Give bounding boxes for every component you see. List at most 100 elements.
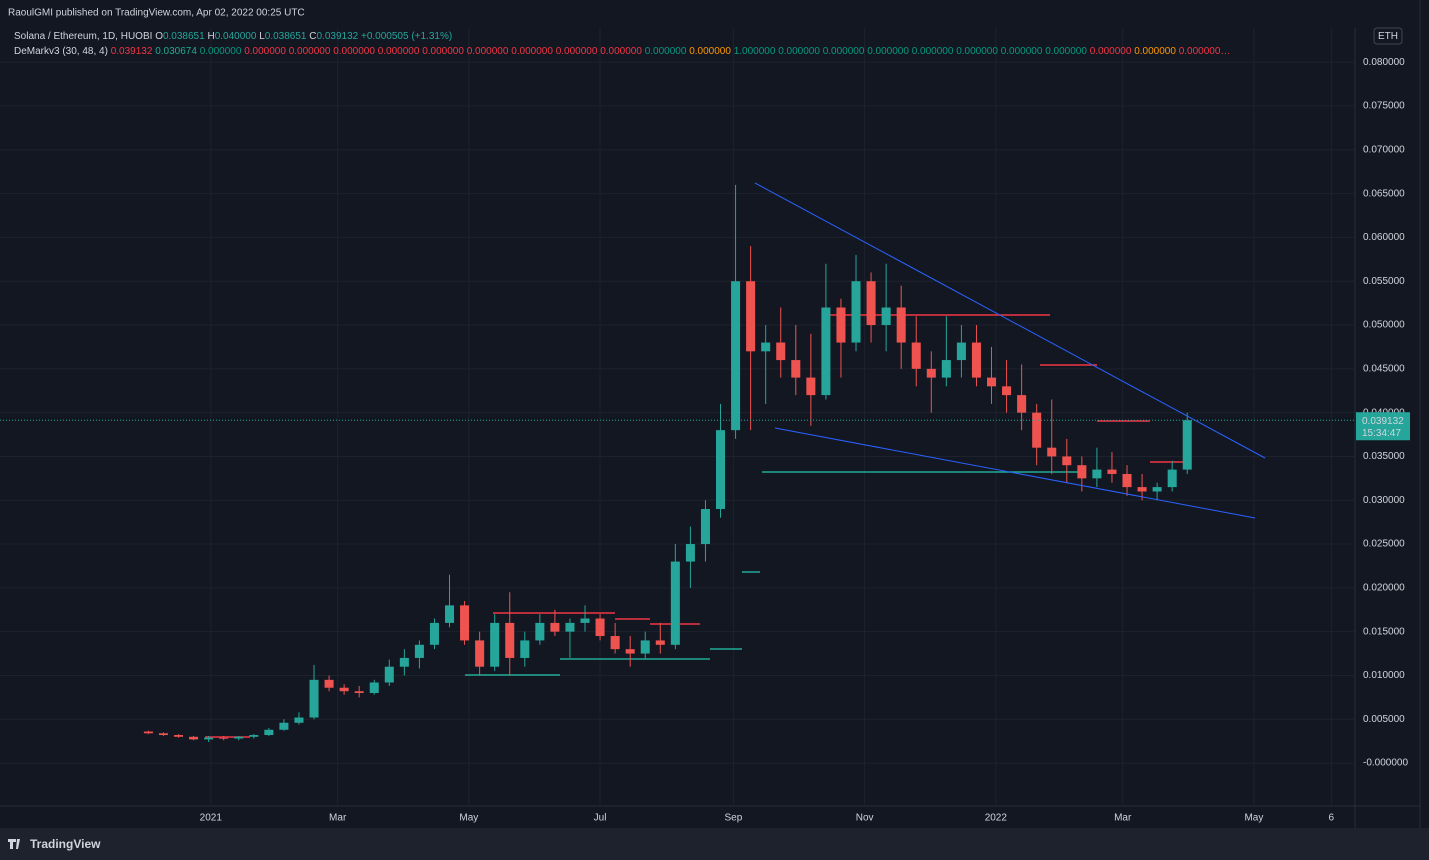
change: +0.000505 (+1.31%)	[361, 31, 452, 42]
indicator-value: 0.000000	[600, 46, 642, 57]
indicator-value: 0.000000	[422, 46, 464, 57]
candle-body	[444, 605, 455, 623]
candle-body	[1107, 469, 1117, 474]
price-badge	[1356, 412, 1410, 441]
indicator-value: 0.000000	[823, 46, 865, 57]
candle-body	[746, 281, 756, 352]
candle-body	[610, 636, 620, 650]
candle-body	[655, 640, 665, 645]
candle-body	[460, 605, 470, 641]
x-tick-label: Jul	[594, 813, 607, 824]
y-tick-label: 0.035000	[1363, 451, 1405, 462]
ohlc-value: 0.040000	[215, 31, 257, 42]
x-tick-label: 6	[1329, 813, 1335, 824]
x-tick-label: Sep	[725, 813, 743, 824]
candle-body	[414, 644, 424, 658]
candle-body	[565, 622, 575, 632]
currency-button[interactable]	[1373, 27, 1403, 45]
candle-body	[354, 691, 364, 693]
y-tick-label: 0.030000	[1363, 495, 1405, 506]
candle-body	[1002, 386, 1012, 396]
indicator-value: 0.030674	[155, 46, 197, 57]
candle-body	[866, 281, 876, 326]
candle-body	[821, 307, 831, 396]
candle-body	[1122, 473, 1132, 488]
x-tick-label: 2021	[200, 813, 223, 824]
candle-body	[505, 622, 515, 658]
indicator-value: 0.000000	[956, 46, 998, 57]
candle-body	[550, 622, 560, 632]
candle-body	[535, 622, 545, 641]
candle-body	[1017, 395, 1027, 413]
indicator-value: 0.000000	[244, 46, 286, 57]
indicator-value: 0.000000	[1001, 46, 1043, 57]
indicator-value: 0.000000	[1045, 46, 1087, 57]
indicator-value: 0.000000	[556, 46, 598, 57]
ohlc-label: C	[309, 31, 316, 42]
candle-body	[580, 618, 590, 623]
indicator-value: 0.039132	[111, 46, 153, 57]
indicator-value: 0.000000	[1134, 46, 1176, 57]
candle-body	[971, 342, 981, 378]
candle-body	[204, 737, 214, 740]
indicator-value: 1.000000	[734, 46, 776, 57]
candle-body	[369, 682, 379, 693]
y-tick-label: 0.020000	[1363, 582, 1405, 593]
x-tick-label: Nov	[856, 813, 874, 824]
candle-body	[189, 736, 199, 740]
candle-body	[1152, 487, 1162, 492]
brand: TradingView	[30, 837, 101, 851]
ohlc-label: L	[259, 31, 265, 42]
candle-body	[490, 622, 500, 667]
candle-body	[1167, 469, 1177, 488]
ohlc-value: 0.038651	[163, 31, 205, 42]
candle-body	[219, 737, 229, 739]
candle-body	[761, 342, 771, 352]
price-badge-label: 0.039132	[1362, 416, 1404, 427]
candle-body	[625, 649, 635, 654]
candle-body	[700, 509, 710, 545]
indicator-header: DeMarkv3 (30, 48, 4) 0.039132 0.030674 0…	[14, 46, 1230, 57]
indicator-value: 0.000000	[689, 46, 731, 57]
candle-body	[173, 735, 184, 737]
candle-body	[384, 666, 394, 683]
candle-body	[911, 342, 921, 369]
candle-body	[1092, 469, 1102, 479]
brand-logo	[8, 839, 20, 849]
indicator-name: DeMarkv3 (30, 48, 4)	[14, 46, 108, 57]
indicator-value: 0.000000	[511, 46, 553, 57]
candle-body	[640, 640, 650, 654]
candles	[143, 184, 1192, 743]
candle-body	[896, 307, 906, 343]
candle-body	[339, 687, 349, 692]
candle-body	[1032, 412, 1042, 448]
y-tick-label: -0.000000	[1363, 758, 1408, 769]
candle-body	[941, 360, 951, 378]
indicator-value: 0.000000	[645, 46, 687, 57]
ohlc-label: H	[207, 31, 214, 42]
indicator-value: 0.000000…	[1179, 46, 1231, 57]
candle-body	[776, 342, 786, 361]
demark-levels	[205, 314, 1185, 738]
trendlines	[754, 182, 1266, 519]
ohlc-value: 0.038651	[265, 31, 307, 42]
candle-body	[309, 679, 319, 718]
currency-button-label[interactable]: ETH	[1378, 31, 1398, 42]
y-tick-label: 0.010000	[1363, 670, 1405, 681]
indicator-value: 0.000000	[778, 46, 820, 57]
indicator-value: 0.000000	[289, 46, 331, 57]
candle-body	[399, 657, 409, 667]
indicator-value: 0.000000	[378, 46, 420, 57]
y-tick-label: 0.055000	[1363, 276, 1405, 287]
candle-body	[791, 360, 801, 378]
countdown-label: 15:34:47	[1362, 428, 1401, 439]
candle-body	[926, 368, 936, 378]
symbol-title: Solana / Ethereum, 1D, HUOBI	[14, 31, 152, 42]
y-tick-label: 0.070000	[1363, 144, 1405, 155]
x-tick-label: 2022	[985, 813, 1008, 824]
candle-body	[851, 281, 861, 343]
candle-body	[595, 618, 605, 637]
candle-body	[234, 736, 244, 739]
